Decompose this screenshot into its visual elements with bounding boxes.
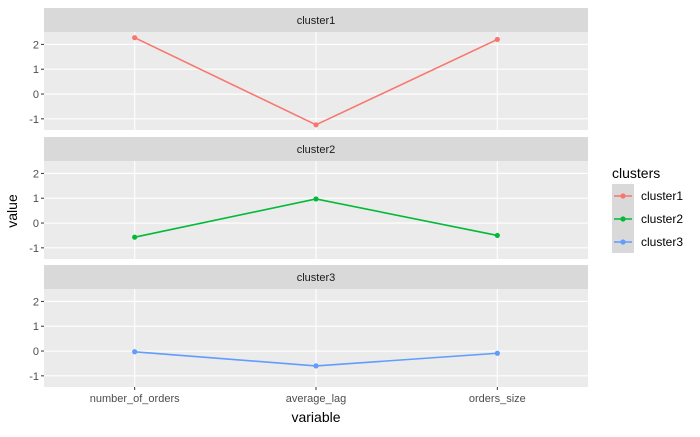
y-axis-title: value xyxy=(4,194,20,228)
legend-label-cluster3: cluster3 xyxy=(641,235,683,249)
y-tick-label: 0 xyxy=(33,89,39,101)
facet-strip-label: cluster3 xyxy=(297,272,336,284)
facet-strip xyxy=(44,265,588,289)
legend: clusters cluster1 cluster2 cluster3 xyxy=(612,165,683,253)
y-tick-label: 0 xyxy=(33,346,39,358)
data-point-cluster3 xyxy=(132,349,138,355)
facet-strip-label: cluster2 xyxy=(297,144,336,156)
y-tick-label: -1 xyxy=(29,114,39,126)
legend-key-point-cluster3 xyxy=(620,239,626,245)
x-tick-label: average_lag xyxy=(286,393,347,405)
y-tick-label: -1 xyxy=(29,243,39,255)
y-tick-label: 2 xyxy=(33,296,39,308)
x-axis-title: variable xyxy=(291,409,340,425)
x-tick-label: orders_size xyxy=(469,393,526,405)
facet-strip-label: cluster1 xyxy=(297,15,336,27)
data-point-cluster3 xyxy=(313,363,319,369)
y-tick-label: 2 xyxy=(33,168,39,180)
legend-key-point-cluster1 xyxy=(620,193,626,199)
data-point-cluster1 xyxy=(132,35,138,41)
data-point-cluster2 xyxy=(132,234,138,240)
facet-strip xyxy=(44,137,588,161)
facet-strip xyxy=(44,8,588,32)
y-tick-label: 0 xyxy=(33,218,39,230)
facet-panel-cluster3: cluster3 -1 0 1 2 xyxy=(29,265,588,387)
data-point-cluster1 xyxy=(313,122,319,128)
y-tick-label: 1 xyxy=(33,64,39,76)
data-point-cluster3 xyxy=(494,350,500,356)
facet-panel-cluster1: cluster1 -1 0 1 2 xyxy=(29,8,588,130)
data-point-cluster2 xyxy=(494,232,500,239)
y-tick-label: 2 xyxy=(33,39,39,51)
legend-title: clusters xyxy=(612,165,660,181)
x-tick-label: number_of_orders xyxy=(90,393,180,405)
data-point-cluster2 xyxy=(313,196,319,202)
x-axis: number_of_orders average_lag orders_size xyxy=(90,387,526,405)
legend-key-point-cluster2 xyxy=(620,216,626,222)
y-tick-label: 1 xyxy=(33,321,39,333)
y-tick-label: 1 xyxy=(33,193,39,205)
legend-label-cluster2: cluster2 xyxy=(641,212,683,226)
facet-panel-cluster2: cluster2 -1 0 1 2 xyxy=(29,137,588,259)
facet-panels: cluster1 -1 0 1 2 cluster2 -1 0 1 2 cluster3 -1 0 1 2 xyxy=(29,8,588,387)
data-point-cluster1 xyxy=(494,36,500,43)
y-tick-label: -1 xyxy=(29,371,39,383)
legend-label-cluster1: cluster1 xyxy=(641,189,683,203)
